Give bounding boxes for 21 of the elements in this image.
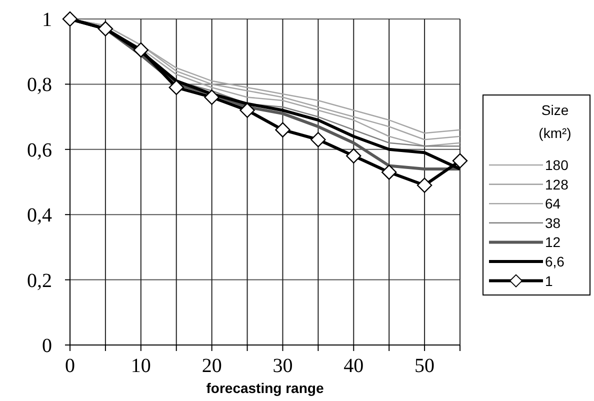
legend-label: 12 <box>545 234 561 250</box>
legend-label: 6,6 <box>545 254 565 270</box>
x-tick-label: 40 <box>344 355 364 377</box>
y-tick-label: 0 <box>42 335 52 357</box>
y-tick-label: 0,4 <box>27 204 52 227</box>
y-tick-label: 1 <box>42 9 52 31</box>
y-tick-label: 0,8 <box>27 74 52 96</box>
x-tick-label: 30 <box>272 355 293 377</box>
legend-label: 180 <box>545 157 569 173</box>
legend-label: 1 <box>545 272 553 289</box>
legend-title: Size (km²) <box>538 102 572 141</box>
y-tick-label: 0,2 <box>27 270 52 292</box>
legend-label: 128 <box>545 176 569 192</box>
x-tick-label: 0 <box>65 355 75 377</box>
legend-label: 38 <box>545 214 561 231</box>
x-tick-label: 10 <box>130 355 151 377</box>
x-axis-title: forecasting range <box>206 380 324 396</box>
x-tick-label: 50 <box>414 355 435 377</box>
x-tick-label: 20 <box>202 355 222 377</box>
y-tick-label: 0,6 <box>27 139 52 162</box>
legend-label: 64 <box>545 196 561 212</box>
